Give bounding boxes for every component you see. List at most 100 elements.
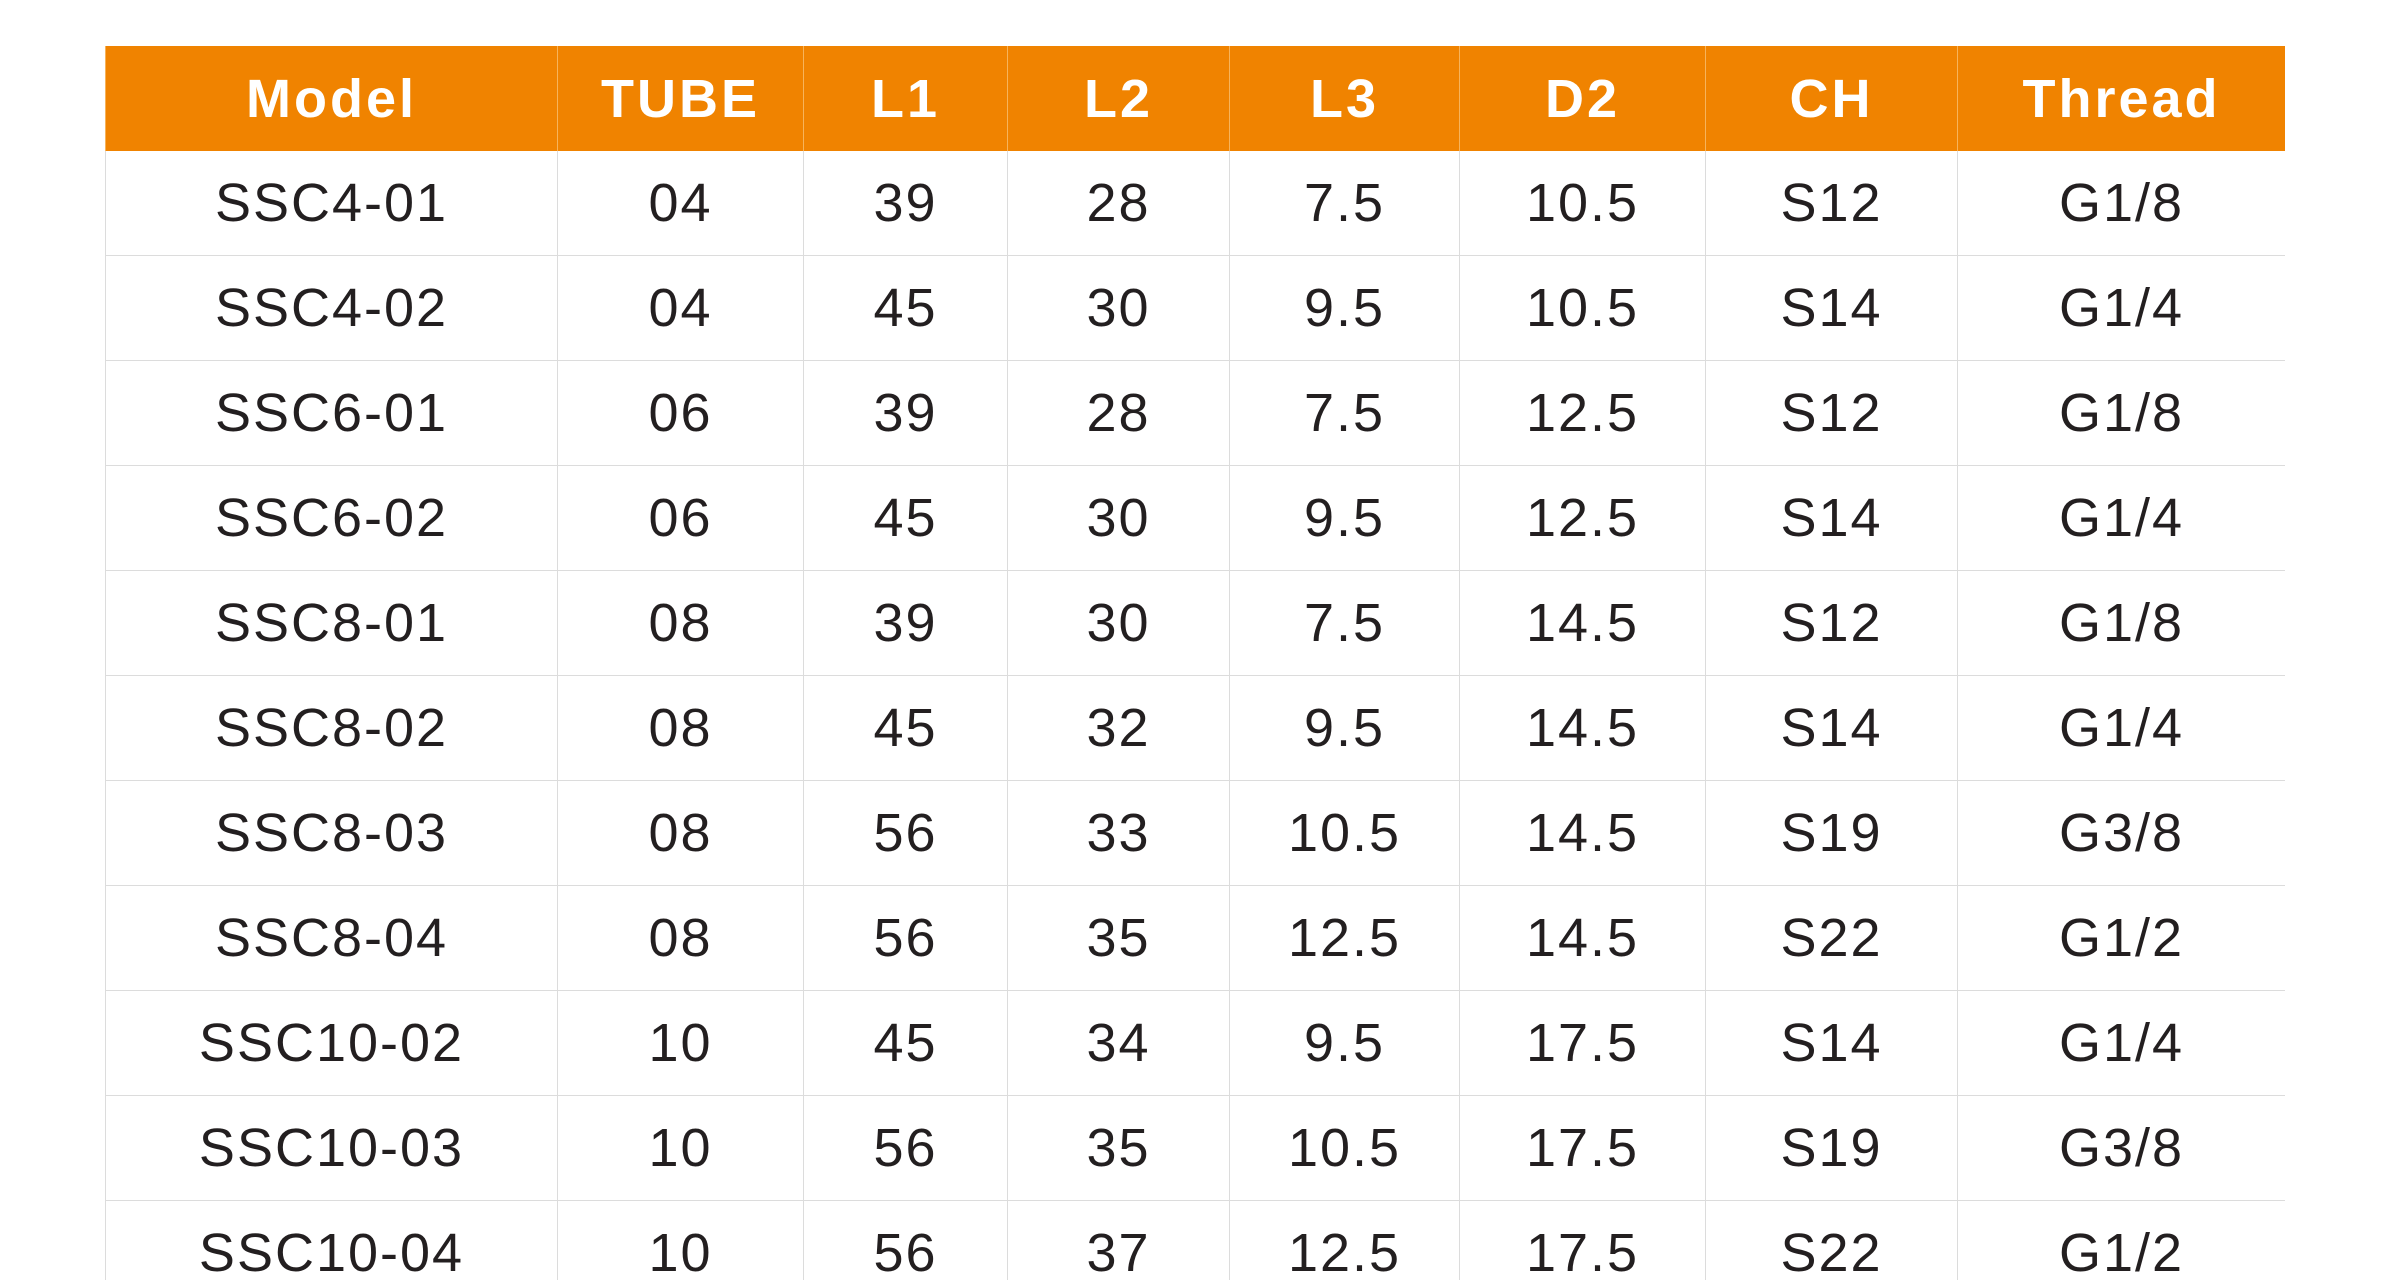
cell-tube: 10 <box>557 1095 804 1201</box>
cell-tube: 08 <box>557 780 804 886</box>
cell-thread: G3/8 <box>1957 1095 2285 1201</box>
table-row: SSC6-02 06 45 30 9.5 12.5 S14 G1/4 <box>105 465 2285 571</box>
cell-d2: 12.5 <box>1459 360 1706 466</box>
table-row: SSC10-03 10 56 35 10.5 17.5 S19 G3/8 <box>105 1095 2285 1201</box>
cell-thread: G1/8 <box>1957 151 2285 256</box>
cell-tube: 04 <box>557 255 804 361</box>
cell-l2: 37 <box>1007 1200 1230 1280</box>
cell-l2: 30 <box>1007 255 1230 361</box>
cell-model: SSC8-04 <box>105 885 558 991</box>
cell-d2: 17.5 <box>1459 1200 1706 1280</box>
header-l2: L2 <box>1007 46 1230 151</box>
cell-l3: 7.5 <box>1229 570 1460 676</box>
header-l3: L3 <box>1229 46 1460 151</box>
cell-tube: 08 <box>557 885 804 991</box>
table-row: SSC6-01 06 39 28 7.5 12.5 S12 G1/8 <box>105 360 2285 466</box>
header-row: Model TUBE L1 L2 L3 D2 CH Thread <box>105 46 2285 151</box>
cell-tube: 10 <box>557 1200 804 1280</box>
header-thread: Thread <box>1957 46 2285 151</box>
cell-d2: 17.5 <box>1459 1095 1706 1201</box>
cell-tube: 08 <box>557 675 804 781</box>
cell-d2: 10.5 <box>1459 255 1706 361</box>
cell-d2: 17.5 <box>1459 990 1706 1096</box>
cell-model: SSC6-02 <box>105 465 558 571</box>
cell-model: SSC10-04 <box>105 1200 558 1280</box>
cell-ch: S14 <box>1705 255 1958 361</box>
table-row: SSC8-02 08 45 32 9.5 14.5 S14 G1/4 <box>105 675 2285 781</box>
cell-model: SSC4-01 <box>105 151 558 256</box>
cell-thread: G1/8 <box>1957 570 2285 676</box>
cell-ch: S12 <box>1705 570 1958 676</box>
cell-d2: 10.5 <box>1459 151 1706 256</box>
cell-l1: 56 <box>803 780 1008 886</box>
cell-l1: 45 <box>803 675 1008 781</box>
cell-d2: 14.5 <box>1459 570 1706 676</box>
table-body: SSC4-01 04 39 28 7.5 10.5 S12 G1/8 SSC4-02 04 45 30… <box>105 151 2285 1280</box>
cell-ch: S22 <box>1705 1200 1958 1280</box>
cell-model: SSC4-02 <box>105 255 558 361</box>
cell-d2: 14.5 <box>1459 780 1706 886</box>
cell-tube: 06 <box>557 360 804 466</box>
cell-model: SSC10-03 <box>105 1095 558 1201</box>
table-row: SSC4-01 04 39 28 7.5 10.5 S12 G1/8 <box>105 151 2285 256</box>
cell-l1: 39 <box>803 360 1008 466</box>
cell-ch: S12 <box>1705 360 1958 466</box>
cell-model: SSC8-03 <box>105 780 558 886</box>
cell-ch: S22 <box>1705 885 1958 991</box>
cell-l3: 7.5 <box>1229 151 1460 256</box>
cell-model: SSC8-02 <box>105 675 558 781</box>
cell-d2: 12.5 <box>1459 465 1706 571</box>
cell-tube: 04 <box>557 151 804 256</box>
cell-thread: G1/4 <box>1957 255 2285 361</box>
cell-l1: 56 <box>803 1095 1008 1201</box>
cell-l1: 45 <box>803 465 1008 571</box>
cell-ch: S19 <box>1705 780 1958 886</box>
cell-l1: 39 <box>803 151 1008 256</box>
cell-l3: 9.5 <box>1229 255 1460 361</box>
cell-l2: 34 <box>1007 990 1230 1096</box>
cell-thread: G1/8 <box>1957 360 2285 466</box>
cell-ch: S12 <box>1705 151 1958 256</box>
cell-thread: G1/2 <box>1957 885 2285 991</box>
table-row: SSC8-01 08 39 30 7.5 14.5 S12 G1/8 <box>105 570 2285 676</box>
spec-table: Model TUBE L1 L2 L3 D2 CH Thread SSC4-01… <box>105 46 2285 1280</box>
cell-d2: 14.5 <box>1459 675 1706 781</box>
table-row: SSC4-02 04 45 30 9.5 10.5 S14 G1/4 <box>105 255 2285 361</box>
cell-l2: 33 <box>1007 780 1230 886</box>
header-ch: CH <box>1705 46 1958 151</box>
table-row: SSC10-04 10 56 37 12.5 17.5 S22 G1/2 <box>105 1200 2285 1280</box>
cell-tube: 08 <box>557 570 804 676</box>
cell-l3: 9.5 <box>1229 675 1460 781</box>
cell-l1: 39 <box>803 570 1008 676</box>
cell-model: SSC8-01 <box>105 570 558 676</box>
cell-l3: 7.5 <box>1229 360 1460 466</box>
cell-l2: 30 <box>1007 465 1230 571</box>
cell-l2: 35 <box>1007 885 1230 991</box>
cell-model: SSC10-02 <box>105 990 558 1096</box>
cell-l2: 35 <box>1007 1095 1230 1201</box>
cell-model: SSC6-01 <box>105 360 558 466</box>
header-d2: D2 <box>1459 46 1706 151</box>
cell-l1: 45 <box>803 255 1008 361</box>
cell-thread: G1/4 <box>1957 675 2285 781</box>
cell-l3: 9.5 <box>1229 465 1460 571</box>
cell-l3: 10.5 <box>1229 780 1460 886</box>
cell-thread: G1/4 <box>1957 990 2285 1096</box>
cell-ch: S19 <box>1705 1095 1958 1201</box>
cell-l1: 56 <box>803 1200 1008 1280</box>
cell-thread: G3/8 <box>1957 780 2285 886</box>
cell-tube: 10 <box>557 990 804 1096</box>
cell-thread: G1/2 <box>1957 1200 2285 1280</box>
cell-tube: 06 <box>557 465 804 571</box>
cell-l3: 12.5 <box>1229 1200 1460 1280</box>
table-header: Model TUBE L1 L2 L3 D2 CH Thread <box>105 46 2285 151</box>
table-row: SSC8-04 08 56 35 12.5 14.5 S22 G1/2 <box>105 885 2285 991</box>
spec-table-container: Model TUBE L1 L2 L3 D2 CH Thread SSC4-01… <box>105 46 2285 1280</box>
header-l1: L1 <box>803 46 1008 151</box>
cell-l1: 56 <box>803 885 1008 991</box>
cell-ch: S14 <box>1705 675 1958 781</box>
table-row: SSC8-03 08 56 33 10.5 14.5 S19 G3/8 <box>105 780 2285 886</box>
cell-l2: 28 <box>1007 151 1230 256</box>
cell-l2: 28 <box>1007 360 1230 466</box>
cell-ch: S14 <box>1705 990 1958 1096</box>
